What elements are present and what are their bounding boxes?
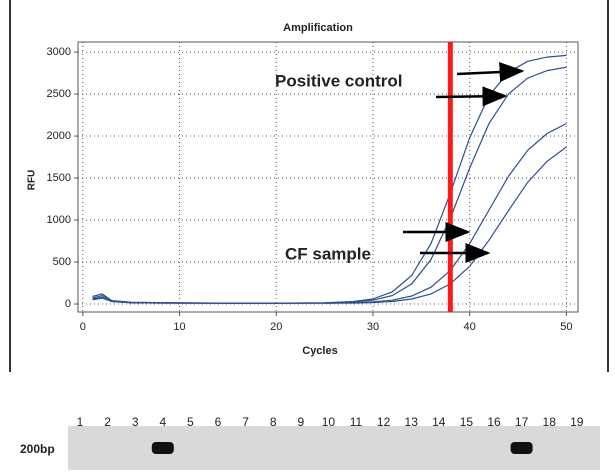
lane-label: 6: [215, 415, 222, 429]
lane-label: 7: [242, 415, 249, 429]
gel-band: [510, 442, 533, 454]
annotation: CF sample: [285, 244, 371, 263]
lane-label: 9: [297, 415, 304, 429]
lane-label: 19: [570, 415, 584, 429]
arrows: [403, 62, 525, 263]
lane-label: 8: [270, 415, 277, 429]
lane-label: 2: [104, 415, 111, 429]
y-tick-label: 3000: [47, 46, 71, 58]
lane-label: 12: [377, 415, 391, 429]
lane-label: 3: [132, 415, 139, 429]
y-tick-label: 1500: [47, 172, 71, 184]
lane-label: 14: [432, 415, 446, 429]
y-tick-label: 0: [65, 298, 71, 310]
lane-label: 10: [322, 415, 336, 429]
x-tick-label: 10: [173, 321, 185, 333]
series-line: [92, 146, 567, 304]
lane-label: 1: [77, 415, 84, 429]
y-tick-label: 2500: [47, 88, 71, 100]
x-tick-label: 0: [80, 321, 86, 333]
chart-title: Amplification: [283, 22, 353, 34]
gel-marker: 200bp: [20, 442, 55, 456]
x-tick-label: 40: [464, 321, 476, 333]
lane-label: 4: [159, 415, 166, 429]
x-tick-label: 30: [367, 321, 379, 333]
y-axis-label: RFU: [27, 170, 38, 191]
lane-label: 5: [187, 415, 194, 429]
lane-label: 15: [460, 415, 474, 429]
y-tick-label: 1000: [47, 214, 71, 226]
x-tick-label: 50: [560, 321, 572, 333]
lane-label: 16: [487, 415, 501, 429]
y-tick-label: 2000: [47, 130, 71, 142]
lane-label: 17: [515, 415, 529, 429]
gel-lanes: 1 2 3 4 5 6 7 8 9 10 11 12 13 14 15 16 17 18 19: [77, 415, 584, 454]
lane-label: 13: [405, 415, 419, 429]
y-tick-label: 500: [53, 256, 71, 268]
gel-band: [151, 442, 174, 454]
x-axis-label: Cycles: [302, 345, 337, 357]
lane-label: 18: [543, 415, 557, 429]
lane-label: 11: [350, 415, 363, 429]
annotation: Positive control: [275, 71, 403, 90]
x-tick-label: 20: [270, 321, 282, 333]
